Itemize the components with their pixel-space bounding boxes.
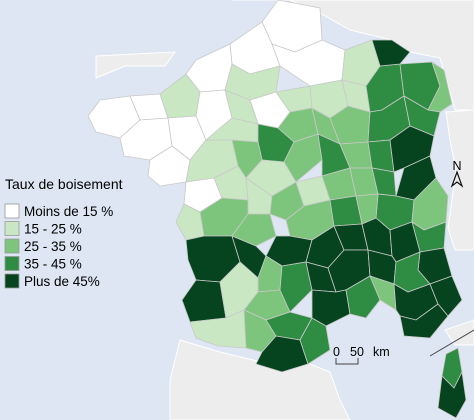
- legend-swatch: [4, 256, 20, 271]
- department: [429, 275, 463, 317]
- department: [345, 275, 381, 319]
- corsica-inset-divider: [429, 329, 474, 357]
- scale-bar: 0 50 km: [333, 345, 390, 365]
- legend: Taux de boisement Moins de 15 % 15 - 25 %…: [4, 176, 123, 289]
- department: [371, 39, 411, 67]
- legend-label: 15 - 25 %: [24, 222, 82, 237]
- legend-swatch: [4, 238, 20, 254]
- north-label: N: [452, 159, 461, 173]
- department: [231, 213, 277, 247]
- department: [399, 303, 449, 339]
- department: [403, 95, 441, 137]
- neighbor-spain: [169, 339, 351, 420]
- department: [299, 317, 331, 365]
- scale-tick-50: 50: [350, 345, 364, 359]
- north-arrow-icon: N: [450, 159, 464, 188]
- legend-label: 25 - 35 %: [24, 239, 82, 254]
- legend-swatch: [4, 273, 20, 289]
- neighbor-italy-coast: [444, 319, 474, 346]
- scale-tick-0: 0: [333, 345, 340, 359]
- legend-swatch: [4, 221, 20, 236]
- legend-swatch: [4, 203, 20, 219]
- legend-label: Moins de 15 %: [24, 204, 113, 219]
- departments-layer: [87, 0, 467, 419]
- neighbor-channel-coast: [95, 51, 177, 79]
- legend-title: Taux de boisement: [5, 176, 123, 192]
- department: [437, 370, 467, 419]
- legend-label: Plus de 45%: [24, 274, 100, 289]
- scale-unit: km: [373, 345, 390, 359]
- department: [279, 261, 313, 313]
- department: [367, 139, 395, 173]
- legend-label: 35 - 45 %: [24, 257, 82, 272]
